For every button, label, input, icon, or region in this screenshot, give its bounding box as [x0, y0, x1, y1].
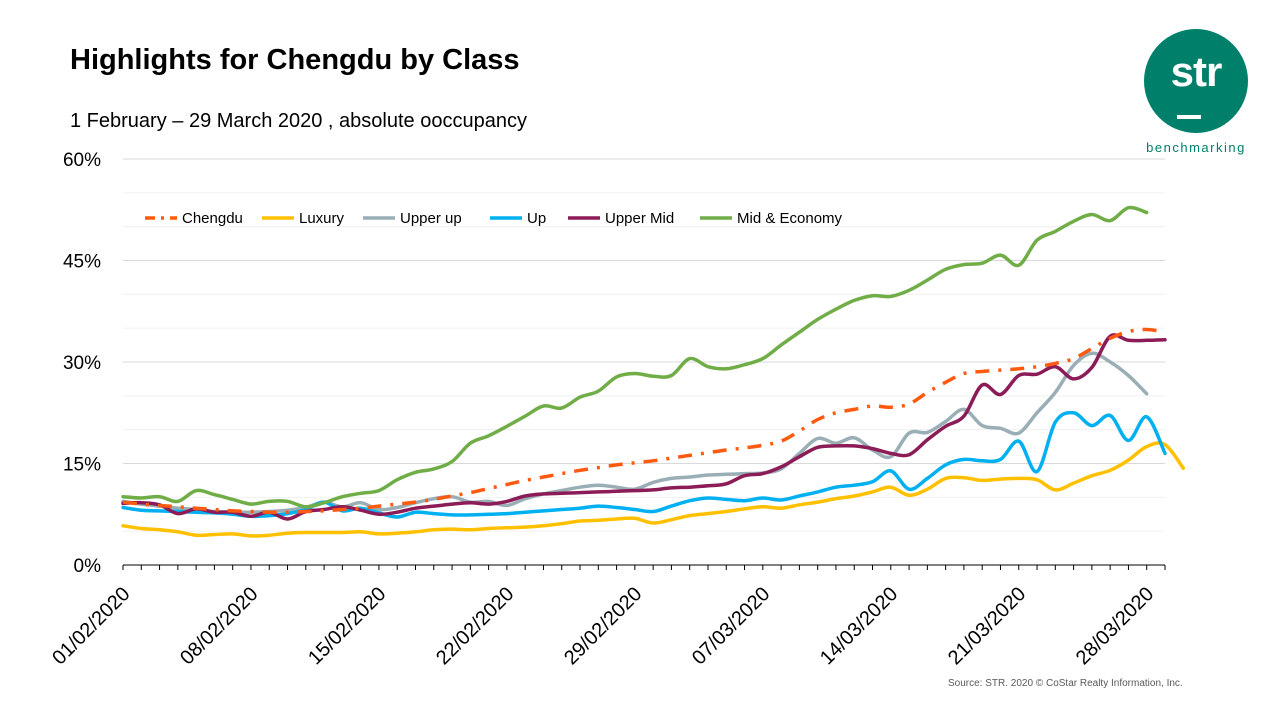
chart-title: Highlights for Chengdu by Class [70, 44, 520, 76]
legend-label: Up [527, 210, 546, 227]
y-tick-label: 60% [63, 150, 101, 171]
x-tick-label: 07/03/2020 [688, 583, 774, 669]
logo-circle: str [1144, 29, 1248, 133]
logo-underline [1177, 115, 1201, 119]
x-tick-label: 01/02/2020 [48, 583, 134, 669]
x-tick-label: 15/02/2020 [304, 583, 390, 669]
legend-label: Mid & Economy [737, 210, 843, 227]
series-line-mid-economy [121, 205, 1149, 509]
series-line-luxury [121, 441, 1186, 538]
y-tick-label: 30% [63, 353, 101, 374]
x-tick-label: 28/03/2020 [1072, 583, 1158, 669]
series-line-chengdu [122, 327, 1166, 515]
chart-subtitle: 1 February – 29 March 2020 , absolute oo… [70, 110, 527, 132]
logo-tagline: benchmarking [1146, 140, 1246, 155]
legend-label: Chengdu [182, 210, 243, 227]
source-note: Source: STR. 2020 © CoStar Realty Inform… [948, 678, 1183, 689]
y-tick-label: 45% [63, 252, 101, 273]
logo-word: str [1170, 48, 1223, 95]
legend-label: Upper up [400, 210, 462, 227]
series-line-up [121, 410, 1167, 519]
x-tick-label: 21/03/2020 [944, 583, 1030, 669]
x-tick-label: 29/02/2020 [560, 583, 646, 669]
x-tick-label: 14/03/2020 [816, 583, 902, 669]
y-tick-label: 0% [74, 556, 102, 577]
x-tick-label: 08/02/2020 [176, 583, 262, 669]
series-line-upper-up [121, 351, 1149, 515]
series-line-upper-mid [121, 333, 1167, 521]
y-tick-label: 15% [63, 455, 101, 476]
x-tick-label: 22/02/2020 [432, 583, 518, 669]
legend-label: Luxury [299, 210, 345, 227]
str-logo: str benchmarking [1140, 25, 1252, 160]
legend-label: Upper Mid [605, 210, 674, 227]
